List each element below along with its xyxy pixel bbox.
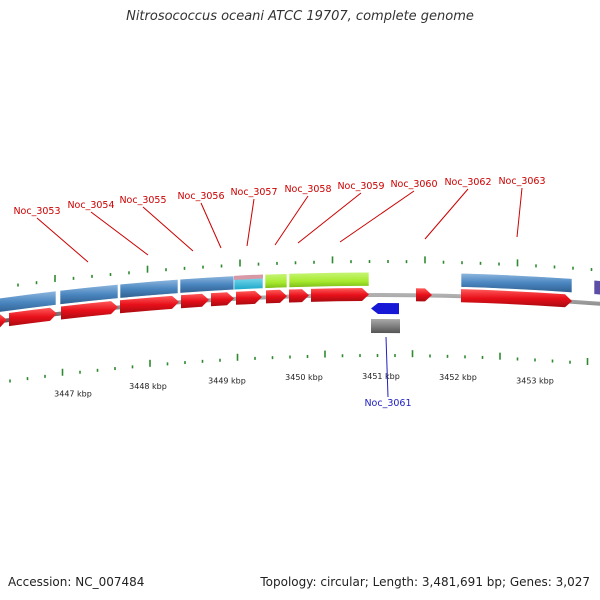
genome-title: Nitrosococcus oceani ATCC 19707, complet… [126,9,474,24]
gene-label-leader [200,202,222,249]
gene-label-leader [142,206,194,252]
gene-label-leader [516,187,523,238]
forward-gene-arrow [181,293,209,309]
kbp-scale-label: 3453 kbp [516,376,554,385]
gene-label[interactable]: Noc_3057 [230,187,277,198]
gene-label-leader [339,190,415,243]
reverse-gene-arrow [371,303,399,315]
feature-block [119,279,179,299]
gene-label[interactable]: Noc_3055 [119,195,166,206]
feature-block [288,271,370,288]
feature-block [371,319,400,334]
kbp-scale-label: 3450 kbp [285,373,323,382]
forward-gene-arrow [61,301,118,320]
gene-label-leader [90,211,149,256]
kbp-scale-label: 3448 kbp [129,382,167,391]
feature-block [59,284,119,305]
forward-gene-arrow [461,289,572,308]
forward-gene-arrow [9,307,57,327]
feature-block [264,273,288,289]
gene-label[interactable]: Noc_3060 [390,179,437,190]
label-layer: 3447 kbp 3448 kbp 3449 kbp 3450 kbp 3451 kbp… [13,176,553,409]
forward-gene-arrow [416,288,432,302]
gene-label[interactable]: Noc_3056 [177,191,224,202]
accession-text: Accession: NC_007484 [8,575,145,589]
feature-block [460,272,573,293]
genome-summary-text: Topology: circular; Length: 3,481,691 bp… [260,575,590,589]
gene-label-leader [246,198,255,247]
forward-gene-arrow [0,314,7,328]
kbp-scale-label: 3449 kbp [208,376,246,385]
feature-block [593,279,600,296]
gene-label[interactable]: Noc_3058 [284,184,331,195]
gene-layer [0,288,572,328]
gene-label-leader [274,195,309,246]
forward-gene-arrow [120,295,179,314]
forward-gene-arrow [266,289,287,304]
gene-label[interactable]: Noc_3061 [364,398,411,409]
gene-label-leader [424,188,469,240]
gene-label[interactable]: Noc_3059 [337,181,384,192]
kbp-scale-label: 3447 kbp [54,390,92,399]
gene-label[interactable]: Noc_3063 [498,176,545,187]
gene-label[interactable]: Noc_3054 [67,200,114,211]
feature-block [179,275,235,294]
forward-gene-arrow [211,292,234,307]
gene-label-leader [297,192,362,244]
forward-gene-arrow [289,289,309,303]
forward-gene-arrow [236,290,262,305]
forward-gene-arrow [311,288,369,302]
kbp-scale-label: 3452 kbp [439,373,477,382]
feature-layer [0,271,600,334]
feature-block [234,274,263,280]
kbp-scale-label: 3451 kbp [362,372,400,381]
gene-label-leader [36,217,89,263]
gene-label[interactable]: Noc_3053 [13,206,60,217]
tick-layer [9,256,593,383]
gene-label-leader [385,336,389,398]
feature-block [0,290,57,313]
gene-label[interactable]: Noc_3062 [444,177,491,188]
